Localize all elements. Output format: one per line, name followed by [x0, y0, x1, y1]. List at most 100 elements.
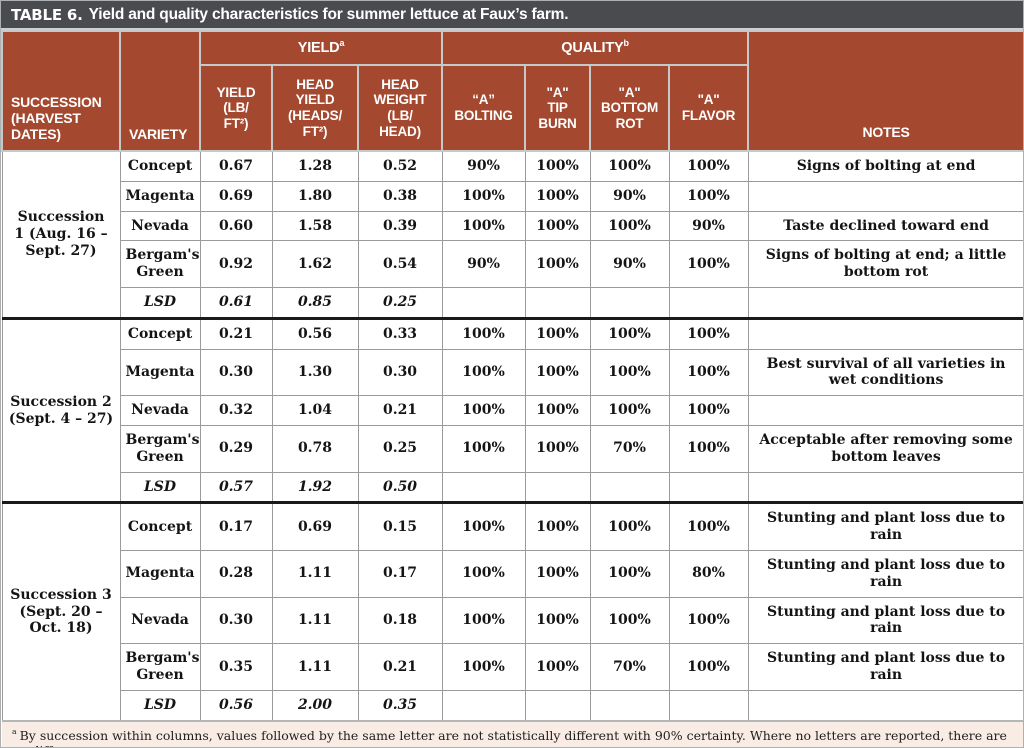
bottom-rot-cell: 100%	[589, 150, 670, 182]
bolting-cell: 100%	[441, 424, 526, 473]
table-number: TABLE 6.	[11, 5, 83, 24]
col-header-a-bottom-rot: "A" BOTTOM ROT	[589, 64, 671, 152]
head-weight-cell: 0.39	[357, 210, 443, 242]
bolting-cell: 100%	[441, 643, 526, 691]
succession-section-2: Succession 2 (Sept. 4 – 27) Concept 0.21 0.…	[1, 317, 1023, 504]
col-header-succession: SUCCESSION (HARVEST DATES)	[1, 30, 121, 152]
flavor-cell: 100%	[668, 424, 749, 473]
yield-cell: 0.30	[199, 348, 273, 397]
bottom-rot-cell: 100%	[589, 502, 670, 551]
head-yield-cell: 0.78	[271, 424, 359, 473]
yield-group-label: YIELD	[297, 39, 340, 56]
footnote-a-row: a By succession within columns, values fo…	[2, 720, 1023, 747]
tip-burn-cell: 100%	[524, 210, 591, 242]
bolting-cell: 100%	[441, 317, 526, 350]
variety-cell: LSD	[119, 286, 201, 319]
tip-burn-cell: 100%	[524, 317, 591, 350]
head-weight-cell: 0.18	[357, 596, 443, 645]
notes-cell	[747, 286, 1023, 319]
col-header-variety: VARIETY	[119, 30, 201, 152]
notes-cell	[747, 471, 1023, 504]
variety-row: Nevada 0.60 1.58 0.39 100% 100% 100% 90% Taste d…	[2, 210, 1023, 242]
bolting-cell: 100%	[441, 596, 526, 645]
quality-group-label: QUALITY	[561, 39, 624, 56]
head-weight-cell: 0.52	[357, 150, 443, 182]
tip-burn-cell: 100%	[524, 502, 591, 551]
table-header: SUCCESSION (HARVEST DATES) VARIETY YIELD…	[1, 30, 1023, 152]
col-header-head-weight: HEAD WEIGHT (LB/ HEAD)	[356, 64, 444, 152]
bottom-rot-cell: 100%	[589, 549, 670, 598]
bottom-rot-cell: 100%	[589, 210, 670, 242]
head-weight-cell: 0.25	[357, 286, 443, 319]
bottom-rot-cell: 100%	[589, 596, 670, 645]
yield-cell: 0.29	[199, 424, 273, 473]
col-header-a-bolting: “A” BOLTING	[441, 64, 527, 152]
succession-label: Succession 3 (Sept. 20 – Oct. 18)	[1, 502, 121, 722]
bottom-rot-cell: 100%	[589, 317, 670, 350]
tip-burn-cell: 100%	[524, 549, 591, 598]
flavor-cell: 90%	[668, 210, 749, 242]
tip-burn-cell: 100%	[524, 348, 591, 397]
header-sub-row: YIELD (LB/ FT²) HEAD YIELD (HEADS/ FT²) …	[2, 64, 1023, 152]
footnote-a-text: By succession within columns, values fol…	[12, 727, 1007, 747]
head-yield-cell: 0.69	[271, 502, 359, 551]
bottom-rot-cell: 100%	[589, 348, 670, 397]
variety-row: Nevada 0.32 1.04 0.21 100% 100% 100% 100%	[2, 395, 1023, 426]
notes-cell: Stunting and plant loss due to rain	[747, 596, 1023, 645]
yield-cell: 0.57	[199, 471, 273, 504]
footnotes-section: a By succession within columns, values fo…	[2, 720, 1023, 747]
yield-cell: 0.56	[199, 689, 273, 722]
head-yield-cell: 2.00	[271, 689, 359, 722]
yield-quality-table: SUCCESSION (HARVEST DATES) VARIETY YIELD…	[1, 30, 1023, 747]
head-yield-cell: 0.56	[271, 317, 359, 350]
head-yield-cell: 1.04	[271, 395, 359, 426]
notes-cell	[747, 317, 1023, 350]
col-header-head-yield: HEAD YIELD (HEADS/ FT²)	[271, 64, 359, 152]
yield-cell: 0.28	[199, 549, 273, 598]
variety-cell: Magenta	[119, 348, 201, 397]
header-group-row: SUCCESSION (HARVEST DATES) VARIETY YIELD…	[1, 30, 1023, 152]
notes-cell: Signs of bolting at end	[747, 150, 1023, 182]
tip-burn-cell: 100%	[524, 150, 591, 182]
yield-cell: 0.61	[199, 286, 273, 319]
bolting-cell	[441, 286, 526, 319]
quality-footnote-marker: b	[623, 37, 630, 48]
bolting-cell: 100%	[441, 210, 526, 242]
head-weight-cell: 0.21	[357, 643, 443, 691]
head-yield-cell: 1.30	[271, 348, 359, 397]
lsd-row: LSD 0.56 2.00 0.35	[2, 689, 1023, 722]
yield-cell: 0.32	[199, 395, 273, 426]
table-title-text: Yield and quality characteristics for su…	[88, 5, 569, 23]
flavor-cell: 100%	[668, 596, 749, 645]
tip-burn-cell: 100%	[524, 180, 591, 212]
succession-label: Succession 2 (Sept. 4 – 27)	[1, 317, 121, 504]
head-yield-cell: 1.11	[271, 549, 359, 598]
variety-row: Succession 3 (Sept. 20 – Oct. 18) Concept…	[1, 502, 1023, 722]
notes-cell: Best survival of all varieties in wet co…	[747, 348, 1023, 397]
variety-row: Magenta 0.69 1.80 0.38 100% 100% 90% 100%	[2, 180, 1023, 212]
head-weight-cell: 0.50	[357, 471, 443, 504]
variety-row: Succession 2 (Sept. 4 – 27) Concept 0.21 0.…	[1, 317, 1023, 504]
variety-row: Bergam's Green 0.35 1.11 0.21 100% 100% 70% 100…	[2, 643, 1023, 691]
yield-cell: 0.30	[199, 596, 273, 645]
notes-cell: Taste declined toward end	[747, 210, 1023, 242]
variety-cell: LSD	[119, 471, 201, 504]
yield-cell: 0.92	[199, 240, 273, 288]
bottom-rot-cell: 90%	[589, 240, 670, 288]
bottom-rot-cell	[589, 689, 670, 722]
lsd-row: LSD 0.57 1.92 0.50	[2, 471, 1023, 504]
head-yield-cell: 1.62	[271, 240, 359, 288]
variety-cell: Magenta	[119, 549, 201, 598]
yield-cell: 0.69	[199, 180, 273, 212]
succession-section-1: Succession 1 (Aug. 16 – Sept. 27) Concept…	[1, 150, 1023, 319]
head-weight-cell: 0.33	[357, 317, 443, 350]
variety-row: Nevada 0.30 1.11 0.18 100% 100% 100% 100% Stunti…	[2, 596, 1023, 645]
head-weight-cell: 0.38	[357, 180, 443, 212]
notes-cell: Acceptable after removing some bottom le…	[747, 424, 1023, 473]
tip-burn-cell: 100%	[524, 240, 591, 288]
head-weight-cell: 0.25	[357, 424, 443, 473]
succession-label: Succession 1 (Aug. 16 – Sept. 27)	[1, 150, 121, 319]
flavor-cell: 100%	[668, 180, 749, 212]
yield-cell: 0.35	[199, 643, 273, 691]
tip-burn-cell: 100%	[524, 643, 591, 691]
